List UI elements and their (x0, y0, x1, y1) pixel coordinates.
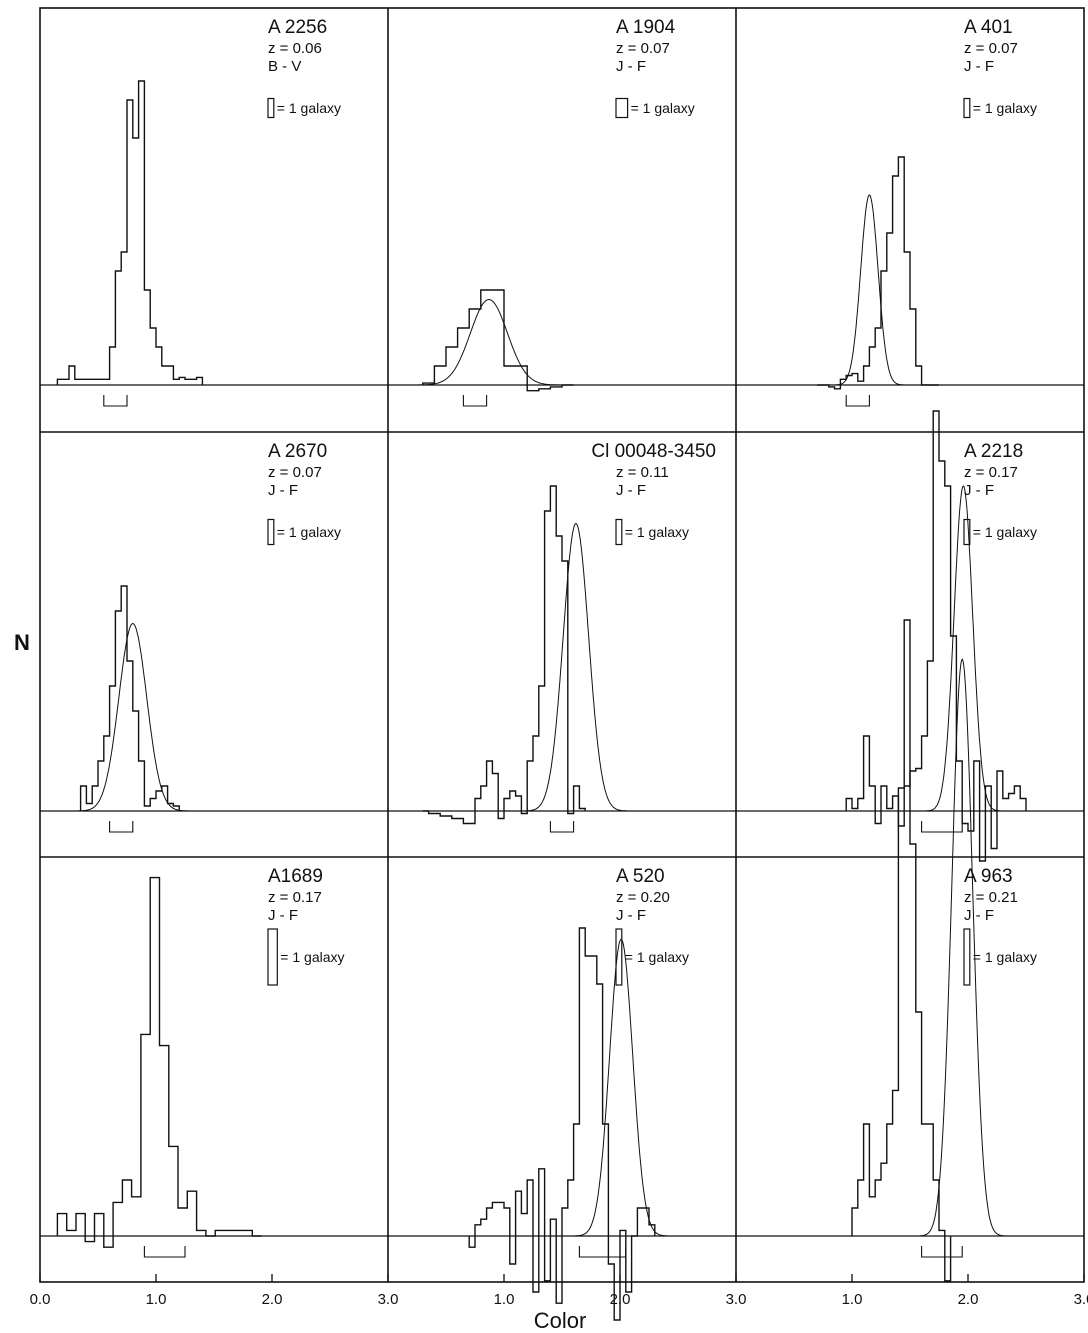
histogram-outline (81, 586, 180, 811)
histogram-outline (57, 878, 261, 1248)
legend-text: = 1 galaxy (631, 100, 695, 116)
histogram-outline (57, 81, 202, 385)
color-range-bracket (922, 1246, 963, 1257)
x-axis-label: Color (534, 1308, 587, 1333)
color-band-label: J - F (268, 907, 298, 924)
x-tick-label: 2.0 (958, 1291, 979, 1308)
cluster-name: A1689 (268, 866, 323, 887)
x-tick-label: 1.0 (146, 1291, 167, 1308)
cluster-name: A 520 (616, 866, 665, 887)
histogram-outline (469, 928, 655, 1320)
x-tick-label: 2.0 (610, 1291, 631, 1308)
panel-cl-00048-3450: Cl 00048-3450 z = 0.11J - F = 1 galaxy (388, 441, 736, 832)
color-band-label: J - F (616, 907, 646, 924)
panel-a-2670: A 2670 z = 0.07J - F = 1 galaxy (40, 441, 388, 832)
cluster-name: A 963 (964, 866, 1013, 887)
panel-a-1904: A 1904 z = 0.07J - F = 1 galaxy (388, 17, 736, 406)
panel-a-2256: A 2256 z = 0.06B - V = 1 galaxy (40, 17, 388, 406)
color-band-label: J - F (616, 482, 646, 499)
redshift-label: z = 0.07 (616, 40, 670, 57)
redshift-label: z = 0.07 (964, 40, 1018, 57)
color-band-label: B - V (268, 58, 301, 75)
histogram-outline (423, 486, 585, 824)
color-band-label: J - F (964, 907, 994, 924)
legend-text: = 1 galaxy (973, 100, 1037, 116)
redshift-label: z = 0.06 (268, 40, 322, 57)
cluster-name: A 1904 (616, 17, 676, 38)
legend-text: = 1 galaxy (277, 100, 341, 116)
legend-text: = 1 galaxy (280, 949, 344, 965)
color-band-label: J - F (268, 482, 298, 499)
legend-text: = 1 galaxy (625, 949, 689, 965)
panel-a-963: A 963 z = 0.21J - F = 1 galaxy (736, 620, 1084, 1281)
color-band-label: J - F (964, 482, 994, 499)
panel-a1689: A1689 z = 0.17J - F = 1 galaxy (40, 866, 388, 1257)
redshift-label: z = 0.17 (964, 464, 1018, 481)
one-galaxy-legend-box (268, 929, 277, 985)
y-axis-label: N (14, 630, 30, 655)
color-range-bracket (922, 821, 963, 832)
one-galaxy-legend-box (268, 520, 274, 545)
redshift-label: z = 0.21 (964, 889, 1018, 906)
x-tick-label: 2.0 (262, 1291, 283, 1308)
legend-text: = 1 galaxy (625, 524, 689, 540)
one-galaxy-legend-box (268, 99, 274, 118)
redshift-label: z = 0.20 (616, 889, 670, 906)
redshift-label: z = 0.17 (268, 889, 322, 906)
color-band-label: J - F (964, 58, 994, 75)
panel-grid (40, 8, 1084, 1282)
gaussian-fit-curve (575, 939, 668, 1236)
color-range-bracket (144, 1246, 185, 1257)
color-range-bracket (550, 821, 573, 832)
cluster-name: A 2218 (964, 441, 1023, 462)
legend-text: = 1 galaxy (973, 524, 1037, 540)
cluster-name: A 2256 (268, 17, 327, 38)
legend-text: = 1 galaxy (973, 949, 1037, 965)
color-range-bracket (579, 1246, 625, 1257)
cluster-name: Cl 00048-3450 (591, 441, 716, 462)
one-galaxy-legend-box (964, 929, 970, 985)
gaussian-fit-curve (415, 300, 564, 386)
redshift-label: z = 0.11 (616, 464, 669, 481)
color-band-label: J - F (616, 58, 646, 75)
one-galaxy-legend-box (964, 99, 970, 118)
cluster-name: A 401 (964, 17, 1013, 38)
x-tick-label: 0.0 (30, 1291, 51, 1308)
x-tick-label: 3.0 (726, 1291, 747, 1308)
color-range-bracket (104, 395, 127, 406)
panel-a-401: A 401 z = 0.07J - F = 1 galaxy (736, 17, 1084, 406)
redshift-label: z = 0.07 (268, 464, 322, 481)
legend-text: = 1 galaxy (277, 524, 341, 540)
histogram-outline (852, 620, 951, 1281)
histogram-outline (423, 290, 574, 391)
one-galaxy-legend-box (616, 520, 622, 545)
gaussian-fit-curve (525, 524, 627, 811)
panel-a-520: A 520 z = 0.20J - F = 1 galaxy (388, 866, 736, 1320)
cluster-name: A 2670 (268, 441, 327, 462)
x-tick-label: 1.0 (842, 1291, 863, 1308)
gaussian-fit-curve (77, 624, 188, 811)
color-range-bracket (110, 821, 133, 832)
x-tick-label: 3.0 (378, 1291, 399, 1308)
outer-frame (40, 8, 1084, 1282)
x-tick-label: 1.0 (494, 1291, 515, 1308)
x-tick-label: 3.0 (1074, 1291, 1088, 1308)
one-galaxy-legend-box (616, 99, 628, 118)
panels: A 2256 z = 0.06B - V = 1 galaxy A 1904 z = 0… (40, 17, 1084, 1320)
color-range-bracket (846, 395, 869, 406)
color-range-bracket (463, 395, 486, 406)
